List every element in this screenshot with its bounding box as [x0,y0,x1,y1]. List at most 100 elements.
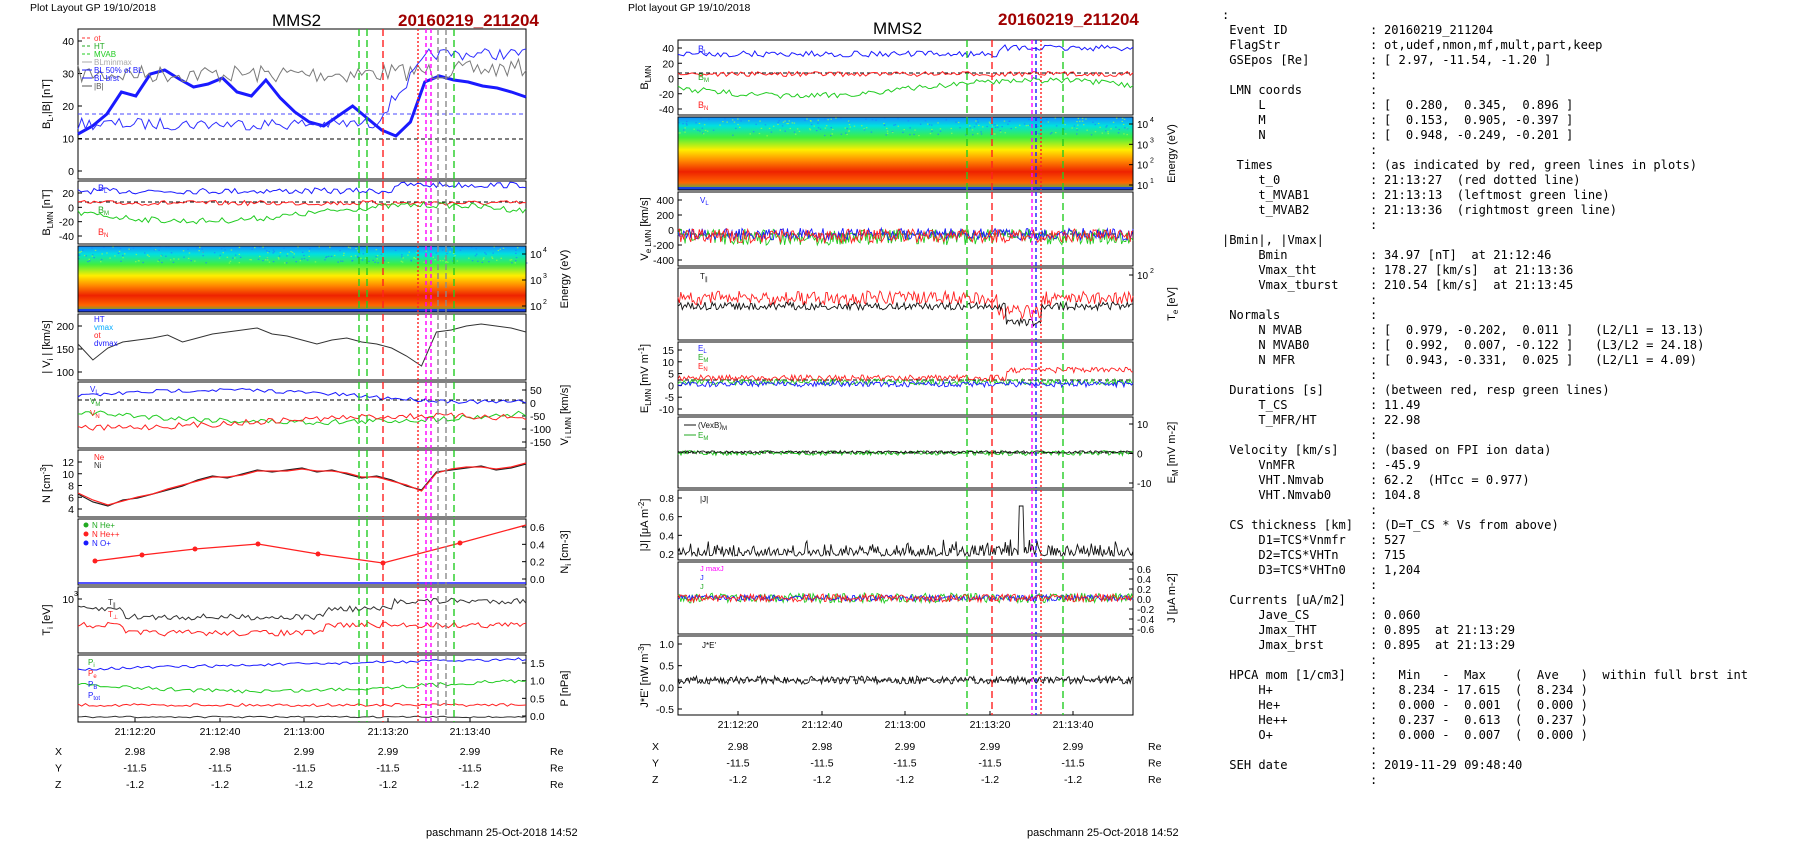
spec-b2-speckle [1037,134,1040,136]
spec-a3-speckle [285,262,288,264]
y-tick-label: 200 [56,321,74,333]
y-axis-label-right: Ni [cm-3] [559,530,573,573]
ephemeris-label: Z [652,774,659,786]
y-tick-label-right: 0.4 [530,539,545,551]
spec-a3-speckle [484,252,486,254]
ephemeris-value: -11.5 [292,763,315,775]
spec-b2-speckle [1124,127,1126,129]
series-label: VL [90,385,99,396]
y-axis-label-right: Vi LMN [km/s] [559,385,573,446]
y-axis-label-main: Energy (eV) [559,250,571,309]
spec-b2-speckle [997,126,999,128]
spec-b2-speckle [700,117,702,119]
spec-a3-speckle [383,260,385,262]
info-value: ot,udef,nmon,mf,mult,part,keep [1384,38,1603,52]
y-axis-label-right: Te [eV] [1166,287,1180,321]
info-key: Event ID [1222,23,1288,37]
series-label-sub: M [104,211,109,217]
spec-a3-speckle [100,261,102,263]
spec-b2-speckle [846,133,848,136]
spec-a3-speckle [377,262,379,264]
spec-b2-speckle [844,127,846,129]
subplot-frame [77,449,527,518]
spec-a3-speckle [173,258,175,260]
spec-a3-speckle [475,248,477,250]
info-key: H+ [1222,683,1273,697]
spec-a3-speckle [425,250,427,252]
spec-a3-speckle [87,261,89,263]
y-tick-label: 0 [668,380,674,392]
series-bl [677,44,1134,58]
spec-b2-speckle [1076,128,1078,130]
spec-a3-speckle [327,255,330,257]
spec-a3-speckle [112,246,114,248]
spec-a3-speckle [142,261,144,264]
spec-b2-speckle [712,129,715,131]
info-separator: : [1370,53,1378,67]
info-key: T_MFR/HT [1222,413,1317,427]
spec-b2-speckle [749,133,751,135]
data-point [192,546,198,552]
spec-b2-speckle [990,134,992,136]
y-tick-label-right: 0.4 [1137,575,1151,586]
spec-a3-speckle [266,257,269,259]
spec-b2-speckle [1073,125,1076,127]
y-tick-label-right: 0 [530,398,536,410]
panel-a-ephemeris: X 2.98 2.98 2.99 2.99 2.99 Re Y -11.5 -11.5 -11.5 -… [55,746,564,791]
x-tick-label: 21:12:40 [200,726,241,738]
info-separator: : [1370,128,1378,142]
spec-b2-speckle [980,131,982,133]
spec-a3-speckle [182,250,185,252]
spec-a3-speckle [470,246,473,248]
series-bn [77,201,527,225]
info-value: 715 [1384,548,1406,562]
spec-b2-speckle [1107,131,1109,133]
series-label: J [700,573,704,582]
series-label-sub: L [703,349,707,355]
info-separator: : [1370,218,1378,232]
legend-label-sub: M [703,436,708,442]
y-tick-exponent: 2 [1150,268,1154,275]
series-label: PB [88,680,97,691]
spec-a3-speckle [272,261,275,263]
info-separator: : [1370,443,1378,457]
info-separator: : [1370,608,1378,622]
spec-a3-speckle [230,249,233,251]
spec-a3-speckle [262,246,264,248]
series-label: Ptot [88,691,100,702]
spec-a3-speckle [272,249,275,251]
spec-a3-speckle [452,260,454,262]
info-separator: : [1370,653,1378,667]
spec-a3-speckle [459,249,462,251]
spec-b2-speckle [848,124,851,126]
info-key: L [1222,98,1266,112]
y-tick-label: 0 [668,225,674,237]
spec-a3-speckle [303,258,306,260]
series-bl [77,181,527,195]
spec-a3-speckle [160,255,162,257]
ephemeris-value: 2.98 [125,746,146,758]
spec-b2-speckle [706,130,709,132]
spec-a3-speckle [232,257,234,259]
series-label: T∥ [700,272,708,283]
spec-b2-speckle [788,120,790,122]
spec-a3-speckle [342,246,344,248]
subplot-frame [77,381,527,449]
spec-b2-speckle [950,127,952,130]
info-key: He+ [1222,698,1281,712]
spec-b2-speckle [1037,125,1039,127]
info-key: Jmax_THT [1222,623,1317,637]
spec-a3-speckle [377,246,379,248]
spec-a3-speckle [408,251,410,253]
ephemeris-value: 2.98 [210,746,231,758]
y-tick-label: 20 [662,58,674,70]
spec-a3-speckle [308,250,310,252]
info-value: 8.234 - 17.615 ( 8.234 ) [1384,683,1588,697]
series-label-sub: L [704,50,708,56]
spec-a3-speckle [157,260,159,262]
panel-b-time-ticks: 21:12:20 21:12:40 21:13:00 21:13:20 21:13:40 [718,711,1094,731]
spec-a3-speckle [394,249,397,251]
series-label-sub: N [703,367,707,373]
info-value: [ 0.280, 0.345, 0.896 ] [1384,98,1574,112]
